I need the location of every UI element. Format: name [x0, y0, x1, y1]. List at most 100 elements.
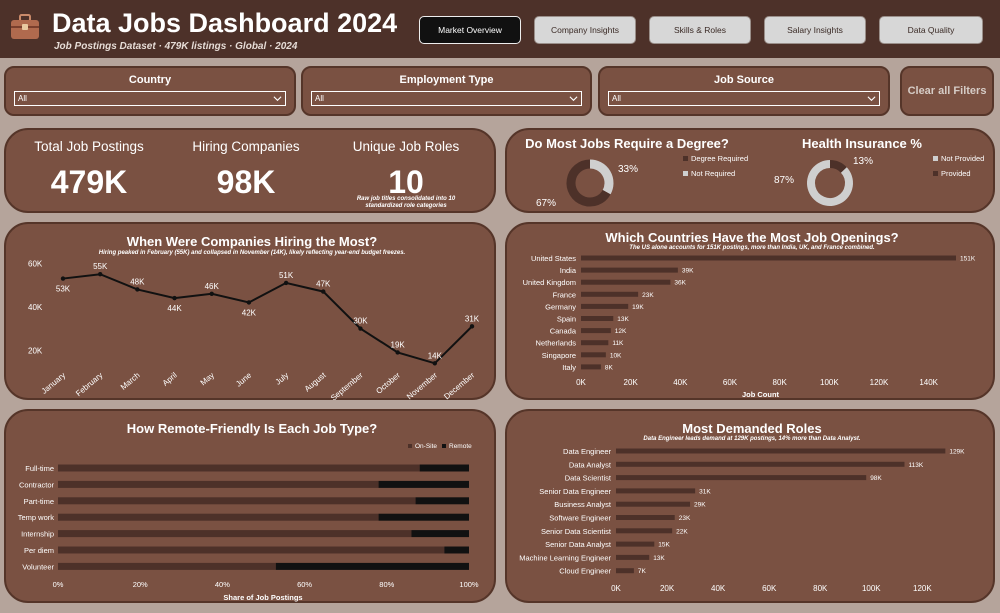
bar-category-label: Part-time [24, 497, 54, 506]
bar [581, 352, 606, 358]
x-tick-label: April [161, 371, 179, 388]
line-point [246, 300, 252, 305]
monthly-hiring-panel: When Were Companies Hiring the Most? Hir… [4, 222, 496, 400]
bar-category-label: Data Analyst [569, 460, 612, 469]
bar-category-label: United Kingdom [523, 278, 576, 287]
bar [581, 316, 614, 321]
x-tick-label: December [442, 370, 476, 400]
bar-data-label: 8K [605, 364, 614, 371]
kpi-panel: Total Job Postings 479K Hiring Companies… [4, 128, 496, 213]
bar-data-label: 151K [960, 256, 976, 263]
bar-category-label: Germany [545, 302, 576, 311]
countries-bar-chart: United States 151K India 39K United Kingdom 3… [523, 254, 976, 399]
bar-onsite [58, 513, 379, 521]
chevron-down-icon [569, 96, 578, 102]
legend-not-provided: Not Provided [941, 154, 984, 163]
bar-data-label: 12K [615, 328, 627, 335]
job-source-select-value: All [612, 94, 621, 103]
bar [581, 255, 956, 261]
legend-remote: Remote [449, 443, 472, 450]
job-source-filter: Job Source All [598, 66, 890, 116]
tab-skills-roles[interactable]: Skills & Roles [649, 16, 751, 44]
bar [581, 267, 678, 273]
bar [616, 461, 905, 467]
bar-data-label: 7K [638, 568, 647, 575]
hiring-companies-value: 98K [216, 164, 276, 200]
bar-onsite [58, 464, 420, 472]
legend-onsite-swatch [408, 444, 412, 448]
line-data-label: 31K [465, 314, 480, 323]
bar [616, 528, 673, 534]
page-title: Data Jobs Dashboard 2024 [52, 8, 398, 38]
y-tick-label: 60K [28, 259, 43, 268]
tab-market-overview[interactable]: Market Overview [419, 16, 521, 44]
x-axis-label: Job Count [742, 390, 780, 399]
bar-category-label: Senior Data Engineer [539, 487, 611, 496]
bar-category-label: Data Scientist [565, 474, 612, 483]
x-tick-label: 120K [913, 584, 932, 593]
unique-roles-value: 10 [388, 164, 424, 200]
bar-category-label: Spain [557, 315, 576, 324]
total-postings-value: 479K [50, 164, 128, 200]
roles-note: Data Engineer leads demand at 129K posti… [643, 436, 861, 442]
legend-not-required: Not Required [691, 169, 735, 178]
y-tick-label: 20K [28, 346, 43, 355]
bar-remote [378, 513, 469, 521]
legend-degree-required: Degree Required [691, 154, 748, 163]
x-tick-label: 0K [611, 584, 621, 593]
line-point [321, 289, 326, 294]
tab-data-quality[interactable]: Data Quality [879, 16, 983, 44]
line-data-label: 19K [391, 340, 406, 349]
employment-type-filter: Employment Type All [301, 66, 592, 116]
job-source-filter-label: Job Source [714, 74, 774, 86]
x-tick-label: February [74, 371, 104, 398]
bar [616, 515, 675, 520]
bar-data-label: 98K [870, 475, 882, 482]
clear-filters-button[interactable]: Clear all Filters [900, 66, 994, 116]
country-select[interactable]: All [14, 91, 286, 106]
x-tick-label: 20K [660, 584, 675, 593]
x-tick-label: 60K [723, 378, 738, 387]
x-tick-label: 40K [673, 378, 688, 387]
line-point [395, 350, 400, 355]
bar-category-label: Full-time [25, 464, 54, 473]
remote-stacked-chart: On-Site Remote Full-time Contractor Part-tim… [18, 443, 479, 602]
bar-remote [419, 464, 469, 472]
unique-roles-note: Raw job titles consolidated into 10 stan… [356, 196, 456, 209]
bar-category-label: Software Engineer [549, 514, 611, 523]
roles-panel: Most Demanded Roles Data Engineer leads … [505, 409, 995, 603]
bar-category-label: Contractor [19, 480, 55, 489]
legend-onsite: On-Site [415, 443, 437, 450]
bar-data-label: 11K [612, 340, 624, 347]
line-data-label: 51K [279, 271, 294, 280]
monthly-line-chart: 20K 40K 60K 53K January 55K February 48K March 44… [28, 259, 480, 400]
line-data-label: 30K [353, 317, 368, 326]
remote-panel: How Remote-Friendly Is Each Job Type? On… [4, 409, 496, 603]
employment-type-select[interactable]: All [311, 91, 582, 106]
monthly-note: Hiring peaked in February (55K) and coll… [98, 250, 406, 256]
line-data-label: 14K [428, 351, 443, 360]
bar-category-label: Temp work [18, 513, 55, 522]
country-filter-label: Country [128, 74, 172, 86]
job-source-select[interactable]: All [608, 91, 880, 106]
bar-category-label: Volunteer [22, 562, 54, 571]
employment-type-select-value: All [315, 94, 324, 103]
bar-category-label: India [560, 266, 577, 275]
unique-roles-label: Unique Job Roles [352, 139, 460, 154]
x-tick-label: 100K [820, 378, 839, 387]
x-tick-label: 80% [379, 580, 394, 589]
insurance-title: Health Insurance % [802, 136, 922, 151]
line-point [135, 287, 140, 292]
bar [616, 501, 691, 507]
tab-company-insights[interactable]: Company Insights [534, 16, 636, 44]
bar [581, 328, 611, 334]
tab-salary-insights[interactable]: Salary Insights [764, 16, 866, 44]
roles-bar-chart: Data Engineer 129K Data Analyst 113K Data Sc… [519, 447, 965, 593]
bar-data-label: 36K [674, 280, 686, 287]
bar-onsite [58, 530, 412, 538]
countries-title: Which Countries Have the Most Job Openin… [605, 230, 899, 245]
degree-donut [566, 159, 614, 207]
line-data-label: 48K [130, 277, 145, 286]
x-tick-label: 100K [862, 584, 881, 593]
x-tick-label: 60K [762, 584, 777, 593]
